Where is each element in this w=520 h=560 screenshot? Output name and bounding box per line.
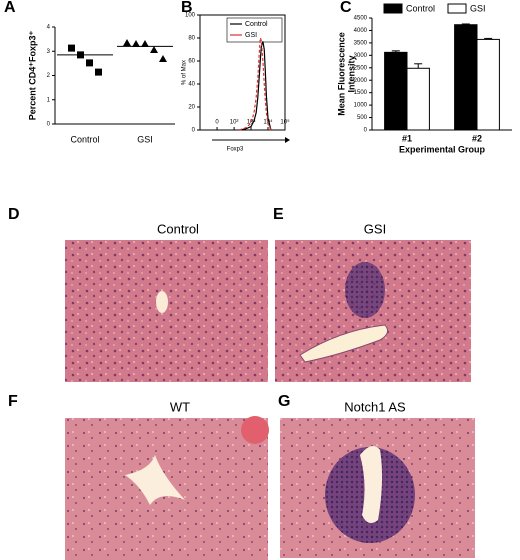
legend-label: GSI <box>470 3 486 13</box>
y-tick-label: 1 <box>47 97 51 103</box>
micrograph-d <box>65 240 268 382</box>
y-tick-label: 1500 <box>354 90 368 96</box>
point <box>95 68 102 76</box>
y-tick-label: 3500 <box>354 40 368 46</box>
panel-label: F <box>8 393 18 410</box>
panel-label: C <box>340 0 352 16</box>
micrograph-f <box>65 416 269 560</box>
legend-swatch <box>447 3 467 14</box>
panel-label: G <box>278 393 290 410</box>
x-tick-label: 10⁴ <box>263 119 273 126</box>
point <box>141 39 149 47</box>
y-tick-label: 4 <box>47 25 51 31</box>
y-axis-label: Intensity <box>346 55 356 92</box>
y-tick-label: 80 <box>188 36 195 42</box>
bar <box>384 51 408 131</box>
x-tick-label: 10² <box>230 120 239 126</box>
point <box>159 55 167 63</box>
y-tick-label: 3000 <box>354 53 368 59</box>
micrograph-title: Control <box>157 221 199 236</box>
y-tick-label: 0 <box>192 128 196 134</box>
panel-label: A <box>4 0 16 16</box>
y-tick-label: 4500 <box>354 16 368 22</box>
micrograph-title: Notch1 AS <box>344 399 406 414</box>
point <box>68 44 75 52</box>
y-tick-label: 60 <box>188 59 195 65</box>
x-tick-label: GSI <box>137 134 153 144</box>
y-tick-label: 2000 <box>354 78 368 84</box>
x-tick-label: 10³ <box>247 120 256 126</box>
y-tick-label: 40 <box>188 82 195 88</box>
x-axis-label: Foxp3 <box>227 147 244 153</box>
point <box>77 51 84 59</box>
panel-label: B <box>181 0 193 16</box>
panel-label: D <box>8 206 20 223</box>
y-tick-label: 4000 <box>354 28 368 34</box>
line <box>238 37 272 131</box>
y-tick-label: 20 <box>188 105 195 111</box>
bar <box>476 38 500 131</box>
micrograph-g <box>280 418 475 558</box>
line <box>239 41 272 131</box>
legend-label: Control <box>406 3 435 13</box>
y-tick-label: 2 <box>47 73 51 79</box>
y-tick-label: 2500 <box>354 65 368 71</box>
y-tick-label: 3 <box>47 49 51 55</box>
legend-swatch <box>383 3 403 14</box>
micrograph-title: GSI <box>364 221 386 236</box>
x-tick-label: #1 <box>402 133 412 143</box>
micrograph-e <box>275 240 471 382</box>
bar <box>406 67 430 131</box>
y-tick-label: 500 <box>357 115 368 121</box>
point <box>132 39 140 47</box>
y-tick-label: 1000 <box>354 103 368 109</box>
y-tick-label: 100 <box>185 13 196 19</box>
point <box>150 46 158 54</box>
legend-box <box>226 17 283 43</box>
y-axis-label: % of Max <box>182 60 188 85</box>
y-axis-label: Mean Fluorescence <box>336 32 346 116</box>
y-tick-label: 0 <box>364 128 368 134</box>
legend-label: Control <box>245 21 268 28</box>
x-tick-label: #2 <box>472 133 482 143</box>
legend-label: GSI <box>245 32 257 39</box>
bar <box>454 24 478 131</box>
y-axis-label: Percent CD4⁺Foxp3⁺ <box>27 30 37 120</box>
point <box>86 59 93 67</box>
x-tick-label: 0 <box>215 120 219 126</box>
x-arrow-head <box>285 137 290 143</box>
y-tick-label: 0 <box>47 122 51 128</box>
micrograph-title: WT <box>170 399 190 414</box>
x-tick-label: Control <box>70 134 99 144</box>
x-tick-label: 10⁵ <box>280 119 290 126</box>
panel-label: E <box>273 206 284 223</box>
x-axis-label: Experimental Group <box>399 144 486 154</box>
point <box>123 39 131 47</box>
